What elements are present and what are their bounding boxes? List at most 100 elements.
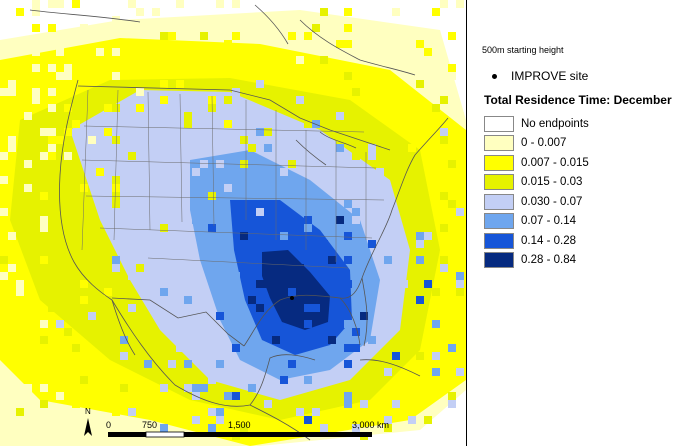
legend-site-entry: IMPROVE site	[492, 68, 588, 84]
north-label: N	[85, 407, 91, 416]
grid-cell	[216, 192, 224, 200]
grid-cell	[152, 40, 160, 48]
grid-cell	[368, 336, 376, 344]
grid-cell	[456, 0, 464, 8]
grid-cell	[288, 160, 296, 168]
grid-cell	[448, 400, 456, 408]
legend-swatch	[484, 252, 514, 269]
grid-cell	[392, 400, 400, 408]
grid-cell	[168, 32, 176, 40]
legend-item-label: 0.14 - 0.28	[521, 234, 576, 247]
grid-cell	[384, 416, 392, 424]
grid-cell	[24, 160, 32, 168]
grid-cell	[440, 224, 448, 232]
grid-cell	[192, 216, 200, 224]
legend-swatch	[484, 193, 514, 210]
grid-cell	[176, 80, 184, 88]
grid-cell	[296, 96, 304, 104]
grid-cell	[320, 424, 328, 432]
grid-cell	[48, 128, 56, 136]
grid-cell	[0, 88, 8, 96]
grid-cell	[424, 48, 432, 56]
grid-cell	[8, 112, 16, 120]
grid-cell	[232, 344, 240, 352]
grid-cell	[176, 0, 184, 8]
map-canvas: N 0 750 1,500 3,000 km	[0, 0, 466, 446]
grid-cell	[192, 416, 200, 424]
grid-cell	[88, 136, 96, 144]
grid-cell	[144, 360, 152, 368]
grid-cell	[0, 328, 8, 336]
grid-cell	[80, 184, 88, 192]
grid-cell	[312, 24, 320, 32]
grid-cell	[32, 48, 40, 56]
grid-cell	[368, 152, 376, 160]
grid-cell	[112, 176, 120, 184]
grid-cell	[392, 352, 400, 360]
grid-cell	[136, 8, 144, 16]
grid-cell	[344, 72, 352, 80]
grid-cell	[40, 384, 48, 392]
grid-cell	[416, 240, 424, 248]
grid-cell	[8, 80, 16, 88]
grid-cell	[408, 112, 416, 120]
grid-cell	[104, 248, 112, 256]
grid-cell	[0, 208, 8, 216]
grid-cell	[352, 216, 360, 224]
grid-cell	[136, 264, 144, 272]
grid-cell	[408, 144, 416, 152]
grid-cell	[288, 32, 296, 40]
grid-cell	[128, 272, 136, 280]
grid-cell	[64, 328, 72, 336]
grid-cell	[328, 336, 336, 344]
grid-cell	[384, 368, 392, 376]
grid-cell	[160, 424, 168, 432]
grid-cell	[8, 360, 16, 368]
grid-cell	[48, 208, 56, 216]
grid-cell	[456, 280, 464, 288]
grid-cell	[72, 344, 80, 352]
grid-cell	[24, 184, 32, 192]
grid-cell	[40, 224, 48, 232]
hudson-bay-shore	[299, 19, 416, 76]
grid-cell	[344, 400, 352, 408]
grid-cell	[264, 128, 272, 136]
grid-cell	[384, 424, 392, 432]
grid-cell	[344, 232, 352, 240]
grid-cell	[312, 72, 320, 80]
legend-items: No endpoints 0 - 0.007 0.007 - 0.015 0.0…	[484, 114, 589, 270]
legend-title: Total Residence Time: December	[484, 93, 672, 107]
legend-item: 0.015 - 0.03	[484, 173, 589, 193]
grid-cell	[64, 160, 72, 168]
grid-cell	[352, 176, 360, 184]
grid-cell	[344, 320, 352, 328]
grid-cell	[112, 256, 120, 264]
grid-cell	[0, 272, 8, 280]
grid-cell	[0, 344, 8, 352]
grid-cell	[344, 280, 352, 288]
grid-cell	[216, 128, 224, 136]
grid-cell	[248, 296, 256, 304]
grid-cell	[184, 384, 192, 392]
grid-cell	[224, 240, 232, 248]
grid-cell	[8, 232, 16, 240]
grid-cell	[344, 40, 352, 48]
grid-cell	[424, 416, 432, 424]
grid-cell	[352, 328, 360, 336]
grid-cell	[32, 88, 40, 96]
grid-cell	[192, 168, 200, 176]
grid-cell	[448, 64, 456, 72]
scale-tick-1500: 1,500	[228, 420, 251, 430]
grid-cell	[216, 48, 224, 56]
baja-peninsula	[111, 299, 136, 356]
grid-cell	[216, 416, 224, 424]
grid-cell	[160, 224, 168, 232]
grid-cell	[120, 384, 128, 392]
grid-cell	[344, 24, 352, 32]
grid-cell	[344, 392, 352, 400]
grid-cell	[208, 224, 216, 232]
grid-cell	[216, 312, 224, 320]
grid-cell	[64, 72, 72, 80]
grid-cell	[16, 280, 24, 288]
grid-cell	[336, 40, 344, 48]
